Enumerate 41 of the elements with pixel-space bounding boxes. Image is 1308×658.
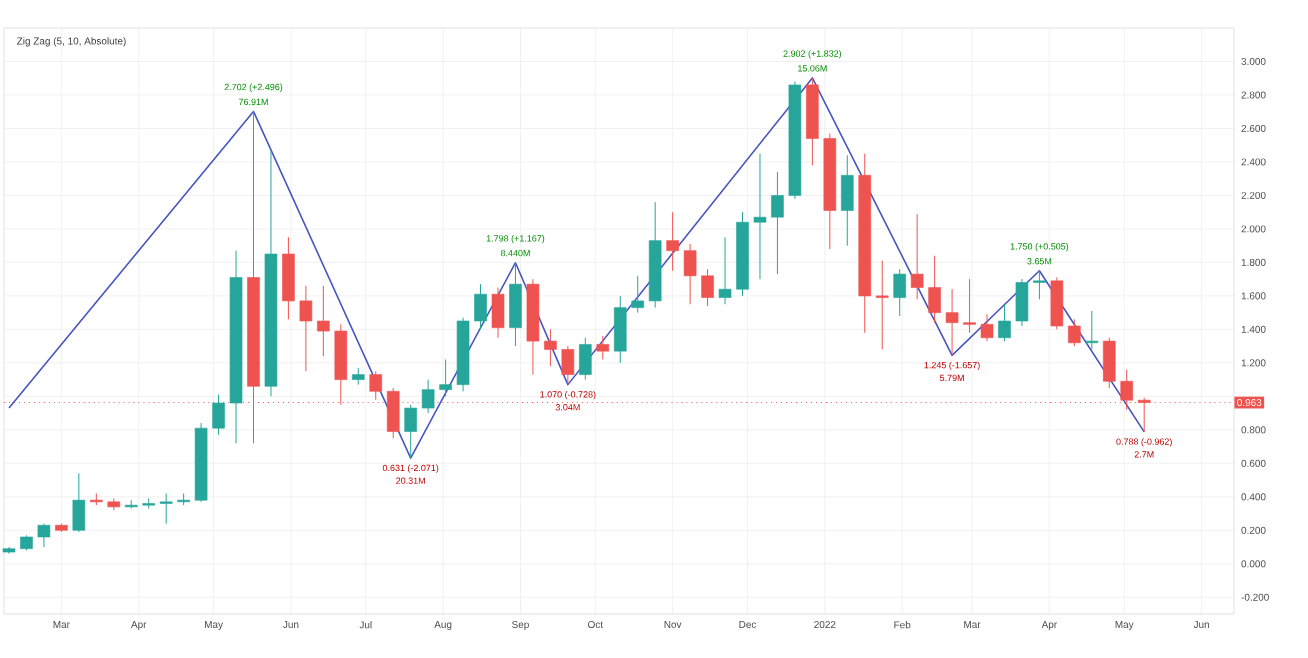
candlestick xyxy=(1068,318,1081,347)
candlestick xyxy=(631,275,644,314)
candlestick xyxy=(579,337,592,381)
candlestick xyxy=(910,213,924,300)
candlestick xyxy=(893,268,906,317)
candlestick xyxy=(1033,270,1046,300)
candlestick xyxy=(1085,310,1099,350)
candlestick xyxy=(439,359,452,397)
candlestick xyxy=(1050,276,1064,330)
candlestick xyxy=(963,278,976,334)
candlestick xyxy=(561,345,575,386)
candlestick xyxy=(299,285,313,372)
candlestick xyxy=(474,283,487,330)
candlestick xyxy=(282,236,295,320)
candlestick xyxy=(72,472,86,533)
candlestick xyxy=(37,523,51,548)
candlestick xyxy=(998,303,1011,342)
candlestick xyxy=(613,295,627,364)
candlestick xyxy=(928,255,941,324)
candlestick xyxy=(317,285,330,357)
candlestick xyxy=(1102,337,1116,389)
candlestick xyxy=(718,236,732,305)
candlestick xyxy=(509,262,522,347)
candlestick xyxy=(1015,278,1029,327)
candlestick xyxy=(771,171,784,275)
candlestick xyxy=(212,394,225,436)
candlestick xyxy=(875,260,889,350)
candlestick xyxy=(404,404,417,459)
candlestick xyxy=(945,288,959,356)
candlestick xyxy=(683,243,697,305)
candlestick xyxy=(596,335,610,361)
candlestick xyxy=(753,153,767,280)
candlestick xyxy=(421,379,435,414)
candlestick xyxy=(841,154,854,247)
candlestick xyxy=(980,313,994,342)
candlestick xyxy=(369,370,383,401)
candlestick xyxy=(491,287,505,339)
candlestick xyxy=(701,268,714,307)
candlestick xyxy=(666,211,679,272)
candlestick xyxy=(159,492,173,525)
candlestick xyxy=(544,328,557,367)
